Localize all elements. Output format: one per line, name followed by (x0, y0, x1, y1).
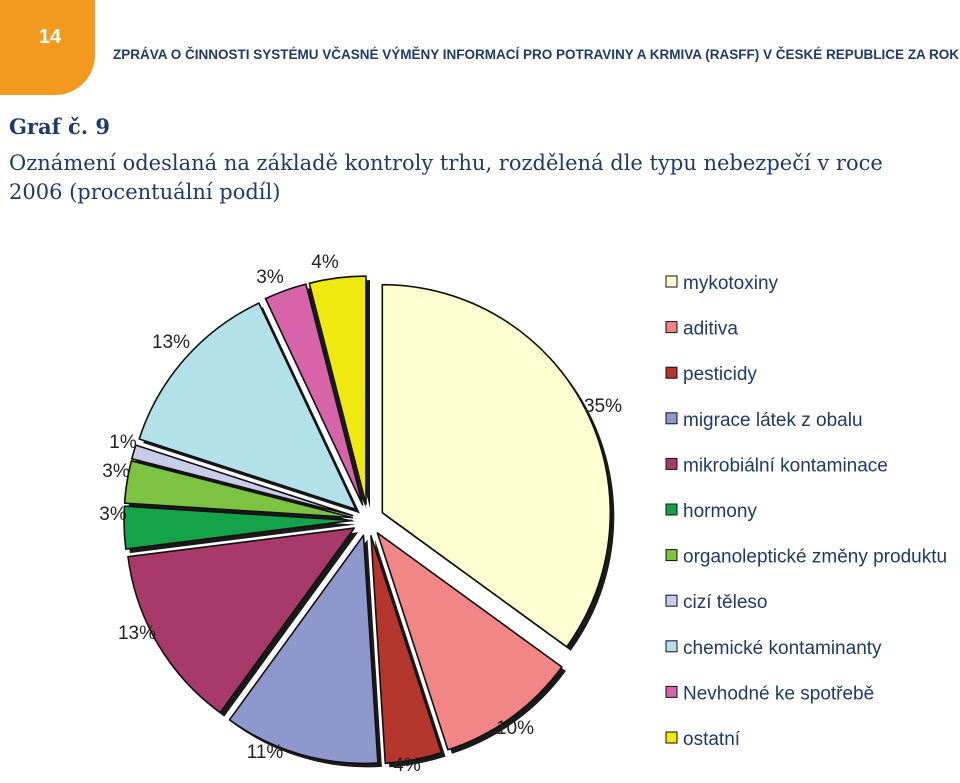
chart-legend: mykotoxiny aditiva pesticidy migrace látek … (665, 273, 947, 750)
slice-label-organolepticke-zmeny-produktu: 3% (102, 461, 130, 482)
legend-swatch-ostatni (665, 731, 678, 744)
legend-swatch-cizi-teleso (665, 594, 678, 607)
legend-swatch-mikrobialni-kontaminace (665, 457, 678, 470)
pie-slice-chemicke-kontaminanty (138, 302, 357, 511)
running-header: ZPRÁVA O ČINNOSTI SYSTÉMU VČASNÉ VÝMĚNY … (113, 47, 960, 62)
pie-slice-hormony (123, 505, 353, 550)
legend-swatch-chemicke-kontaminanty (665, 640, 678, 653)
legend-item-organolepticke-zmeny-produktu: organoleptické změny produktu (683, 547, 947, 568)
slice-label-nevhodne-ke-spotrebe: 3% (256, 267, 284, 288)
slice-label-ostatni: 4% (311, 252, 339, 273)
legend-swatch-migrace-latek-z-obalu (665, 412, 678, 425)
page-number-badge (0, 0, 95, 95)
legend-item-aditiva: aditiva (683, 319, 738, 340)
legend-swatch-nevhodne-ke-spotrebe (665, 685, 678, 698)
legend-swatch-mykotoxiny (665, 275, 678, 288)
legend-item-mikrobialni-kontaminace: mikrobiální kontaminace (683, 455, 888, 476)
legend-item-migrace-latek-z-obalu: migrace látek z obalu (683, 410, 863, 431)
slice-label-mykotoxiny: 35% (584, 396, 622, 417)
pie-slice-pesticidy (370, 534, 443, 765)
page-number: 14 (38, 26, 62, 48)
legend-swatch-pesticidy (665, 366, 678, 379)
legend-item-ostatni: ostatní (683, 729, 741, 750)
slice-label-chemicke-kontaminanty: 13% (152, 332, 190, 353)
legend-item-pesticidy: pesticidy (683, 364, 757, 385)
pie-slice-mykotoxiny (381, 283, 612, 648)
chart-title: Oznámení odeslaná na základě kontroly tr… (9, 151, 883, 204)
slice-label-cizi-teleso: 1% (109, 432, 137, 453)
legend-item-mykotoxiny: mykotoxiny (683, 273, 779, 294)
pie-slice-migrace-latek-z-obalu (228, 534, 379, 765)
legend-swatch-aditiva (665, 321, 678, 334)
slice-label-aditiva: 10% (496, 718, 534, 739)
slice-label-hormony: 3% (99, 504, 127, 525)
legend-item-cizi-teleso: cizí těleso (683, 592, 767, 613)
pie-slice-aditiva (376, 532, 563, 751)
legend-swatch-hormony (665, 503, 678, 516)
legend-swatch-organolepticke-zmeny-produktu (665, 549, 678, 562)
pie-slice-mikrobialni-kontaminace (127, 527, 355, 714)
pie-slice-nevhodne-ke-spotrebe (264, 283, 364, 506)
slice-label-migrace-latek-z-obalu: 11% (247, 742, 284, 763)
legend-item-nevhodne-ke-spotrebe: Nevhodné ke spotřebě (683, 683, 874, 704)
pie-slice-ostatni (308, 275, 367, 505)
pie-slice-organolepticke-zmeny-produktu (123, 460, 353, 519)
slice-label-mikrobialni-kontaminace: 13% (118, 623, 156, 644)
slice-label-pesticidy: 4% (393, 755, 421, 776)
legend-item-chemicke-kontaminanty: chemické kontaminanty (683, 638, 882, 659)
legend-item-hormony: hormony (683, 501, 757, 522)
pie-slice-cizi-teleso (131, 444, 354, 517)
figure-label: Graf č. 9 (9, 114, 110, 139)
